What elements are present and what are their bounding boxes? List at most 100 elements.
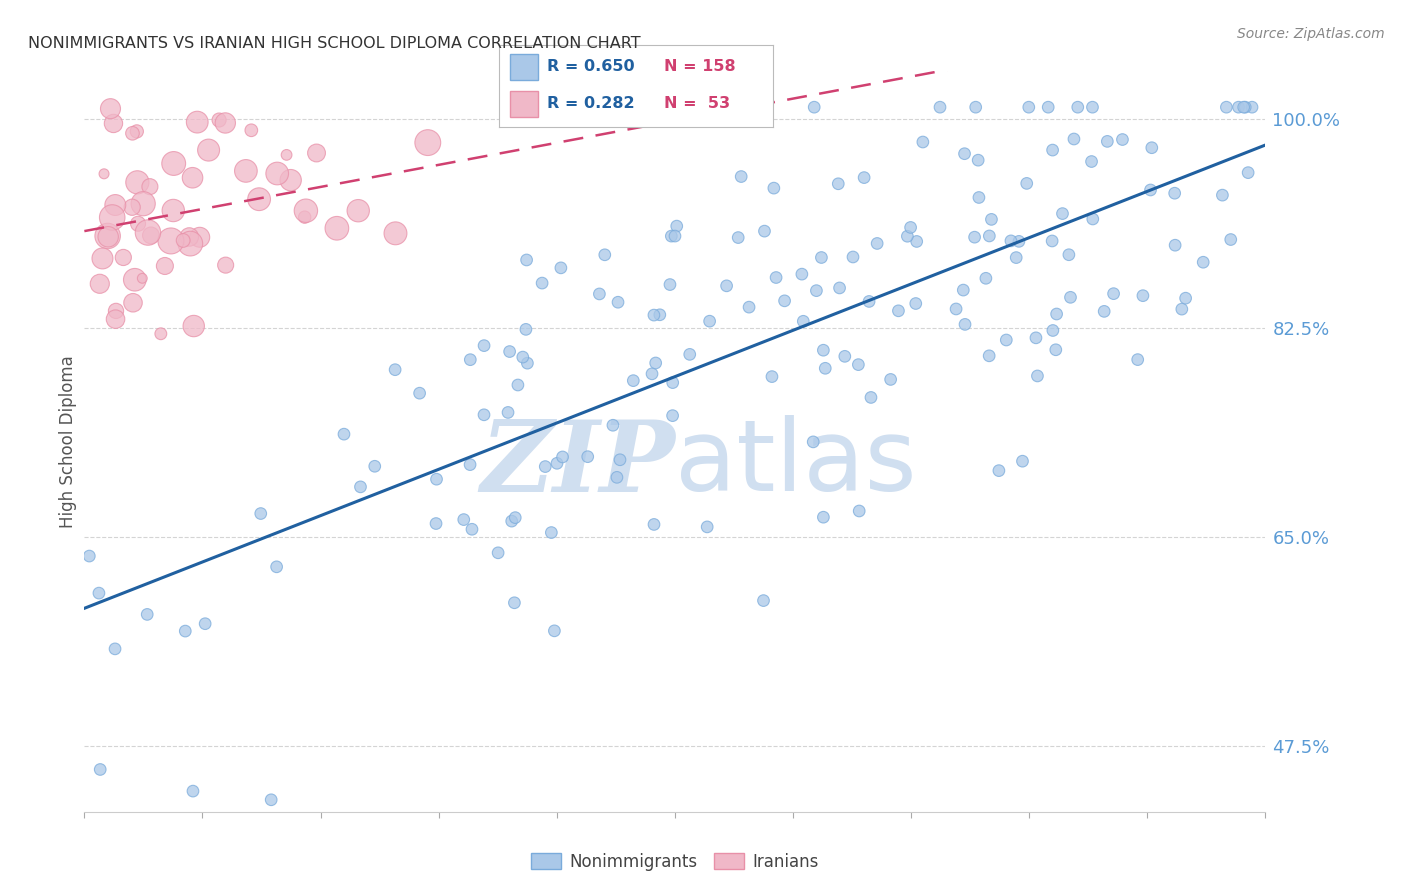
Point	[828, 281, 851, 295]
Point	[534, 459, 557, 474]
Point	[186, 115, 208, 129]
Point	[1040, 234, 1063, 248]
Point	[163, 156, 186, 170]
Point	[347, 203, 370, 218]
Point	[664, 229, 686, 244]
Point	[540, 525, 562, 540]
Point	[1164, 238, 1187, 252]
Point	[576, 450, 599, 464]
Point	[848, 358, 870, 372]
Point	[333, 427, 356, 442]
Point	[139, 179, 162, 194]
Point	[641, 367, 664, 381]
Point	[1038, 100, 1060, 114]
Point	[516, 356, 538, 370]
Point	[606, 470, 628, 484]
Point	[1005, 251, 1028, 265]
Point	[1059, 290, 1081, 304]
Point	[461, 522, 484, 536]
Point	[149, 326, 172, 341]
Point	[326, 221, 349, 235]
Point	[593, 248, 616, 262]
Point	[349, 480, 371, 494]
Point	[136, 226, 159, 240]
Point	[803, 100, 825, 114]
Point	[1163, 186, 1185, 201]
Point	[183, 319, 205, 334]
Point	[806, 284, 828, 298]
Point	[813, 343, 835, 358]
Point	[1011, 454, 1033, 468]
Point	[979, 229, 1001, 244]
Point	[266, 559, 288, 574]
Point	[987, 464, 1010, 478]
Point	[953, 146, 976, 161]
Point	[121, 200, 143, 214]
Point	[773, 293, 796, 308]
Point	[1067, 100, 1090, 114]
Point	[174, 624, 197, 638]
Point	[1132, 288, 1154, 302]
Point	[648, 308, 671, 322]
Point	[866, 236, 889, 251]
Point	[87, 586, 110, 600]
Point	[1097, 134, 1119, 148]
Point	[247, 192, 270, 206]
Point	[979, 349, 1001, 363]
Point	[280, 173, 302, 187]
Point	[91, 252, 114, 266]
Point	[995, 333, 1018, 347]
Point	[911, 135, 934, 149]
Point	[1046, 307, 1069, 321]
Point	[103, 116, 125, 130]
Point	[696, 520, 718, 534]
Point	[679, 347, 702, 361]
Point	[1171, 302, 1194, 317]
Point	[1234, 100, 1257, 114]
Text: R = 0.650: R = 0.650	[547, 59, 634, 74]
Point	[472, 408, 495, 422]
Point	[384, 362, 406, 376]
Point	[859, 391, 882, 405]
Point	[659, 229, 682, 244]
Point	[179, 236, 201, 251]
Point	[980, 212, 1002, 227]
FancyBboxPatch shape	[510, 54, 537, 80]
Point	[754, 224, 776, 238]
Point	[139, 228, 162, 243]
Point	[1233, 100, 1256, 114]
Point	[89, 763, 111, 777]
Point	[659, 277, 682, 292]
Point	[194, 616, 217, 631]
Point	[97, 229, 120, 244]
Point	[945, 301, 967, 316]
Point	[531, 276, 554, 290]
Point	[458, 458, 481, 472]
Point	[965, 100, 987, 114]
Point	[512, 350, 534, 364]
Point	[496, 405, 519, 419]
Point	[127, 175, 149, 189]
Point	[425, 516, 447, 531]
Point	[952, 283, 974, 297]
Point	[1008, 235, 1031, 249]
Point	[801, 434, 824, 449]
Point	[813, 510, 835, 524]
Point	[181, 784, 204, 798]
Point	[132, 196, 155, 211]
Point	[1057, 248, 1080, 262]
Point	[953, 318, 976, 332]
Point	[1174, 291, 1197, 305]
Point	[1015, 177, 1038, 191]
Point	[644, 356, 666, 370]
Point	[1215, 100, 1237, 114]
Point	[543, 624, 565, 638]
Point	[1042, 323, 1064, 337]
Point	[929, 100, 952, 114]
Point	[550, 260, 572, 275]
Point	[1045, 343, 1067, 357]
Point	[1092, 304, 1115, 318]
Point	[425, 472, 447, 486]
Text: R = 0.282: R = 0.282	[547, 96, 634, 112]
Point	[602, 418, 624, 433]
